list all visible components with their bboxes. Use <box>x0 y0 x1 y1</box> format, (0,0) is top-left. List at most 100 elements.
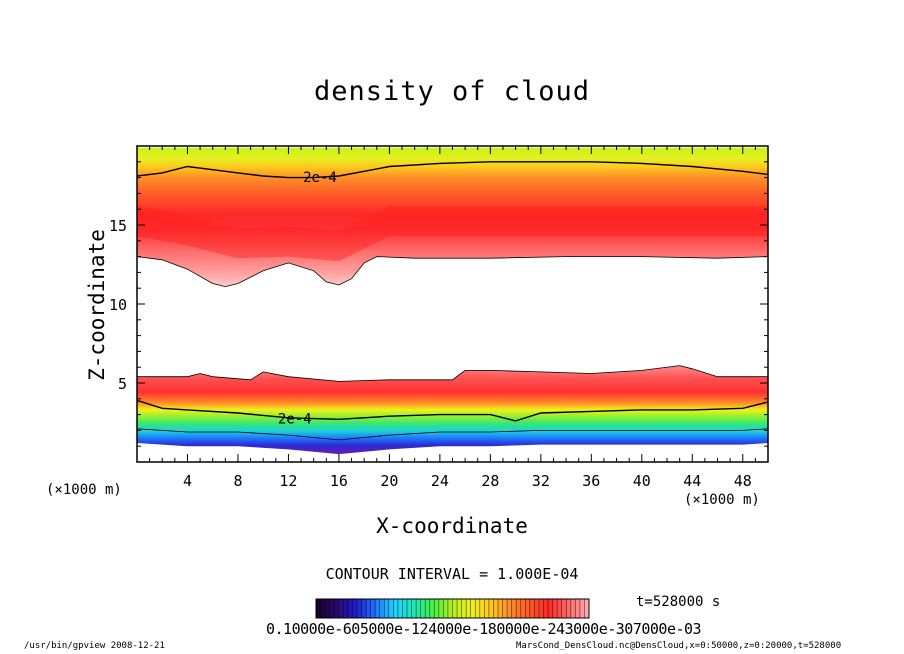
colorbar-cell <box>407 599 413 618</box>
chart-title: density of cloud <box>313 76 591 107</box>
colorbar <box>315 598 590 619</box>
upper-contour-line <box>137 161 768 179</box>
colorbar-cell <box>397 599 403 618</box>
x-tick-label: 20 <box>380 472 398 490</box>
x-tick-label: 16 <box>330 472 348 490</box>
colorbar-cell <box>502 599 508 618</box>
colorbar-cell <box>498 599 504 618</box>
colorbar-cell <box>507 599 513 618</box>
colorbar-cell <box>484 599 490 618</box>
x-tick-label: 48 <box>734 472 752 490</box>
colorbar-cell <box>479 599 485 618</box>
colorbar-cell <box>548 599 554 618</box>
contour-interval-label: CONTOUR INTERVAL = 1.000E-04 <box>325 565 579 583</box>
colorbar-cell <box>511 599 517 618</box>
colorbar-cell <box>570 599 576 618</box>
x-tick-label: 28 <box>481 472 499 490</box>
x-unit-label-left: (×1000 m) <box>46 482 122 498</box>
time-label: t=528000 s <box>636 594 721 610</box>
colorbar-cell <box>543 599 549 618</box>
colorbar-cell <box>375 599 381 618</box>
colorbar-cell <box>325 599 331 618</box>
lower-base-contour <box>137 428 768 441</box>
colorbar-cell <box>475 599 481 618</box>
colorbar-cell <box>338 599 344 618</box>
colorbar-cell <box>520 599 526 618</box>
y-tick-label: 10 <box>109 296 127 314</box>
colorbar-cell <box>438 599 444 618</box>
colorbar-cell <box>420 599 426 618</box>
colorbar-cell <box>366 599 372 618</box>
colorbar-cell <box>538 599 544 618</box>
plot-fill-layer <box>137 147 768 455</box>
x-tick-label: 44 <box>683 472 701 490</box>
colorbar-cell <box>347 599 353 618</box>
footer-right: MarsCond_DensCloud.nc@DensCloud,x=0:5000… <box>516 641 842 651</box>
upper-peak-band <box>137 206 768 262</box>
colorbar-cell <box>529 599 535 618</box>
colorbar-cell <box>334 599 340 618</box>
colorbar-cell <box>402 599 408 618</box>
colorbar-cell <box>329 599 335 618</box>
footer-left: /usr/bin/gpview 2008-12-21 <box>24 641 165 651</box>
y-axis-label: Z-coordinate <box>85 229 109 381</box>
colorbar-cell <box>452 599 458 618</box>
colorbar-cell <box>320 599 326 618</box>
colorbar-cell <box>575 599 581 618</box>
colorbar-cell <box>370 599 376 618</box>
colorbar-cell <box>388 599 394 618</box>
y-tick-label: 5 <box>118 375 127 393</box>
colorbar-cell <box>384 599 390 618</box>
colorbar-cell <box>470 599 476 618</box>
colorbar-cell <box>584 599 590 618</box>
colorbar-cell <box>461 599 467 618</box>
colorbar-cell <box>447 599 453 618</box>
lower-boundary-line <box>137 365 768 382</box>
colorbar-cell <box>466 599 472 618</box>
colorbar-cell <box>525 599 531 618</box>
colorbar-cell <box>356 599 362 618</box>
colorbar-cell <box>411 599 417 618</box>
lower-contour-label-group: 2e-4 <box>278 412 312 428</box>
contour-lines-layer: 2e-4 2e-4 <box>137 161 768 441</box>
lower-cloud-layer <box>137 365 768 455</box>
colorbar-cell <box>493 599 499 618</box>
colorbar-cell <box>361 599 367 618</box>
colorbar-cell <box>516 599 522 618</box>
colorbar-frame <box>315 598 590 619</box>
y-tick-label: 15 <box>109 217 127 235</box>
x-unit-label-right: (×1000 m) <box>684 492 760 508</box>
colorbar-cell <box>552 599 558 618</box>
upper-contour-label: 2e-4 <box>303 170 337 186</box>
x-tick-label: 8 <box>233 472 242 490</box>
colorbar-cell <box>566 599 572 618</box>
colorbar-cell <box>425 599 431 618</box>
colorbar-cell <box>379 599 385 618</box>
lower-contour-line <box>137 399 768 422</box>
colorbar-cell <box>557 599 563 618</box>
colorbar-cell <box>434 599 440 618</box>
lower-contour-label: 2e-4 <box>278 412 312 428</box>
colorbar-cell <box>457 599 463 618</box>
colorbar-cell <box>316 599 322 618</box>
x-tick-label: 36 <box>582 472 600 490</box>
colorbar-cell <box>561 599 567 618</box>
colorbar-cell <box>352 599 358 618</box>
colorbar-cell <box>579 599 585 618</box>
x-tick-label: 12 <box>279 472 297 490</box>
colorbar-cell <box>443 599 449 618</box>
colorbar-cell <box>429 599 435 618</box>
upper-contour-label-group: 2e-4 <box>303 170 337 186</box>
upper-boundary-line <box>137 256 768 288</box>
x-tick-label: 32 <box>532 472 550 490</box>
colorbar-tick-labels: 0.10000e-605000e-124000e-180000e-243000e… <box>266 620 702 638</box>
colorbar-cell <box>488 599 494 618</box>
colorbar-cell <box>393 599 399 618</box>
x-tick-label: 40 <box>633 472 651 490</box>
x-tick-label: 24 <box>431 472 449 490</box>
colorbar-cell <box>416 599 422 618</box>
x-axis-label: X-coordinate <box>376 514 528 538</box>
colorbar-cell <box>534 599 540 618</box>
